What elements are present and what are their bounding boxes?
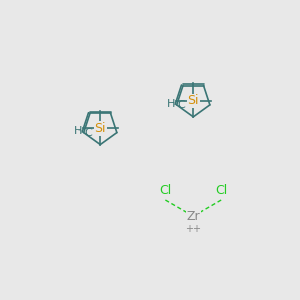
Text: Cl: Cl: [159, 184, 172, 196]
Text: C: C: [177, 100, 185, 110]
Text: H: H: [74, 126, 82, 136]
Text: Zr: Zr: [187, 210, 200, 223]
Text: ⁻: ⁻: [163, 99, 176, 108]
Text: Cl: Cl: [215, 184, 227, 196]
Text: Si: Si: [188, 94, 199, 107]
Text: C: C: [84, 128, 92, 138]
Text: Si: Si: [94, 122, 106, 135]
Text: ++: ++: [185, 224, 201, 234]
Text: H: H: [167, 99, 176, 109]
Text: ⁻: ⁻: [70, 127, 82, 136]
